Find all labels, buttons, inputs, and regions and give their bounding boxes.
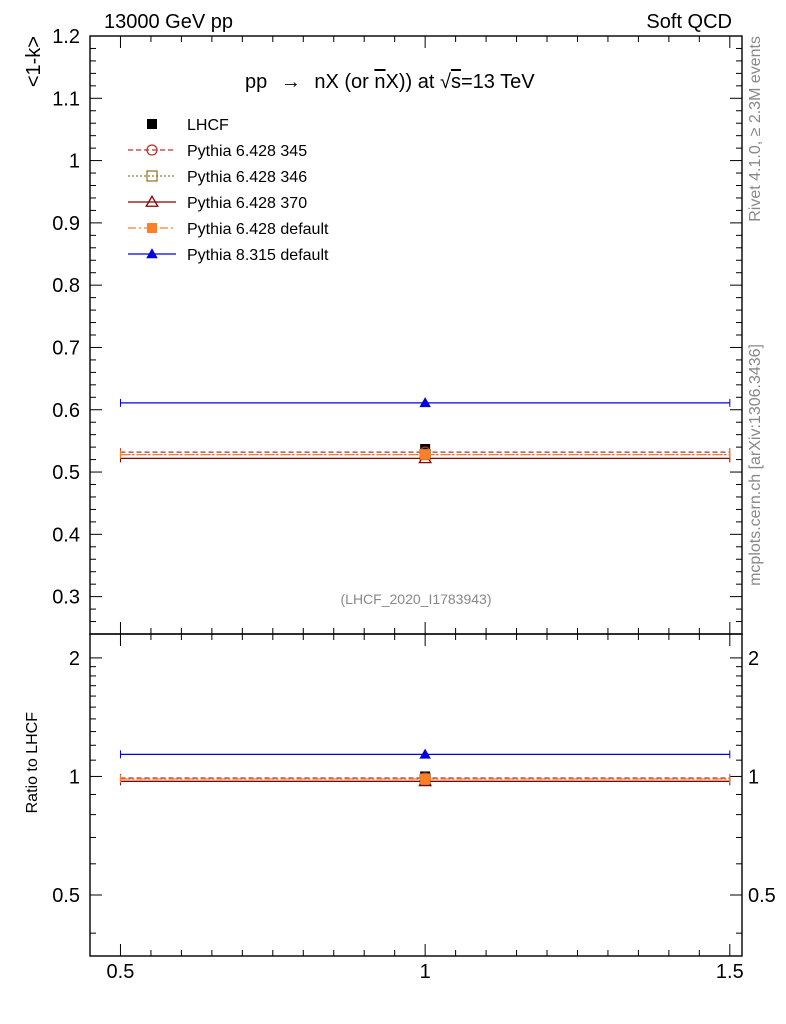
series-pythia-8-315-default [119, 397, 731, 408]
analysis-id-watermark: (LHCF_2020_I1783943) [341, 591, 492, 607]
x-tick-label: 1 [420, 961, 431, 983]
main-y-tick-label: 1 [69, 151, 80, 173]
marker-square [420, 774, 431, 785]
main-y-tick-label: 0.4 [52, 524, 80, 546]
main-y-tick-label: 0.6 [52, 400, 80, 422]
main-y-tick-label: 0.7 [52, 337, 80, 359]
energy-label: 13000 GeV pp [104, 11, 233, 33]
legend-label: LHCF [187, 117, 229, 134]
title-suffix: X)) at [386, 71, 440, 93]
mcplots-label: mcplots.cern.ch [arXiv:1306.3436] [747, 344, 764, 586]
main-data-series [119, 397, 731, 464]
ratio-y-tick-label-right: 1 [748, 766, 759, 788]
legend-label: Pythia 8.315 default [187, 247, 329, 264]
marker-square [147, 119, 157, 129]
main-y-tick-label: 0.9 [52, 213, 80, 235]
category-label: Soft QCD [646, 11, 732, 33]
legend-item: Pythia 6.428 default [128, 221, 329, 238]
legend-item: Pythia 6.428 346 [128, 169, 307, 186]
main-y-tick-label: 1.1 [52, 88, 80, 110]
title-prefix: pp [245, 71, 267, 93]
marker-square-open [146, 170, 158, 182]
legend-label: Pythia 6.428 default [187, 221, 329, 238]
legend-label: Pythia 6.428 346 [187, 169, 307, 186]
ratio-y-tick-label: 1 [69, 766, 80, 788]
ratio-y-tick-label: 0.5 [52, 885, 80, 907]
marker-triangle-open [145, 194, 159, 207]
series-pythia-6-428-default [119, 449, 731, 460]
legend-label: Pythia 6.428 370 [187, 195, 307, 212]
marker-square [147, 223, 157, 233]
main-y-tick-label: 1.2 [52, 26, 80, 48]
marker-square [420, 449, 431, 460]
marker-triangle [419, 397, 431, 408]
x-tick-label: 1.5 [716, 961, 744, 983]
x-tick-label: 0.5 [107, 961, 135, 983]
marker-triangle [146, 248, 158, 259]
main-axis-ticks: 0.3 0.4 0.5 0.6 0.7 0.8 0.9 1 1.1 1.2 [52, 26, 742, 635]
legend-item: LHCF [147, 117, 229, 134]
title-energy: =13 TeV [461, 71, 535, 93]
title-arrow: → [281, 71, 301, 93]
ratio-y-axis-label: Ratio to LHCF [24, 712, 41, 814]
title-s: s [451, 71, 461, 93]
legend-label: Pythia 6.428 345 [187, 143, 307, 160]
main-y-tick-label: 0.3 [52, 587, 80, 609]
legend-item: Pythia 6.428 345 [128, 143, 307, 160]
legend-item: Pythia 6.428 370 [128, 194, 307, 212]
ratio-data-series [119, 748, 731, 787]
main-y-tick-label: 0.8 [52, 275, 80, 297]
main-plot-title: pp → nX (or nX)) at √s=13 TeV [245, 71, 535, 93]
marker-circle-open [146, 144, 158, 156]
legend-item: Pythia 8.315 default [128, 247, 329, 264]
series-pythia-8-315-default [119, 748, 731, 759]
legend: LHCF Pythia 6.428 345 Pythia 6.428 346 Pyth… [128, 117, 329, 264]
ratio-axis-ticks: 0.5 1 1.5 0.5 0.5 1 1 2 2 [52, 634, 776, 983]
main-y-axis-label: <1-k> [23, 36, 45, 87]
marker-triangle [419, 748, 431, 759]
series-pythia-6-428-default [119, 774, 731, 785]
main-y-tick-label: 0.5 [52, 462, 80, 484]
ratio-panel-frame [89, 633, 743, 957]
ratio-y-tick-label-right: 2 [748, 648, 759, 670]
title-process: nX (or [314, 71, 374, 93]
title-nbar: n [374, 71, 385, 93]
title-sqrt: √ [440, 71, 451, 93]
rivet-version-label: Rivet 4.1.0, ≥ 2.3M events [747, 36, 764, 222]
ratio-y-tick-label-right: 0.5 [748, 885, 776, 907]
ratio-y-tick-label: 2 [69, 648, 80, 670]
